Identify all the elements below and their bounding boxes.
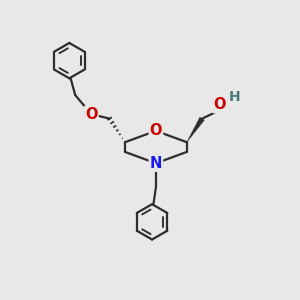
Polygon shape [187, 117, 204, 142]
Text: N: N [150, 156, 162, 171]
Text: H: H [229, 90, 240, 104]
Text: O: O [85, 107, 98, 122]
Text: O: O [214, 97, 226, 112]
Text: O: O [150, 123, 162, 138]
